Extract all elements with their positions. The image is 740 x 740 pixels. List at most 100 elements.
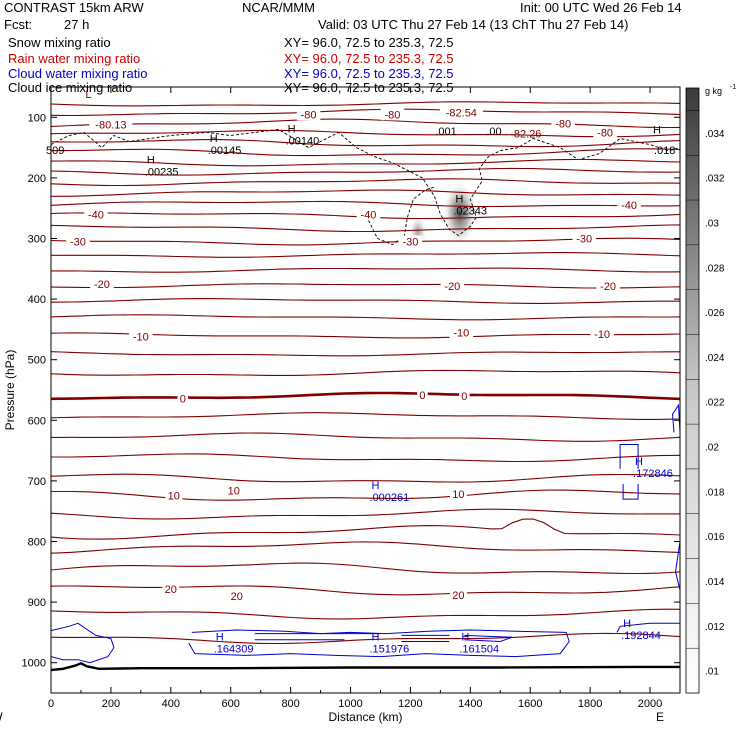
isotherm-label-10: -30 [402, 237, 418, 249]
extremum-mark-9: H [653, 124, 661, 136]
isotherm-label-bg-24 [162, 582, 180, 595]
isotherm-label-16: -10 [453, 327, 469, 339]
isotherm-label-bg-26 [449, 588, 467, 601]
colorbar-tick-label-0: .01 [705, 667, 719, 678]
isotherm-line-17 [51, 298, 680, 304]
isotherm-label-26: 20 [452, 590, 464, 602]
isotherm-label-bg-6 [84, 208, 108, 221]
y-tick-label-6: 700 [28, 476, 46, 488]
extremum-mark-11: H [371, 480, 379, 492]
x-tick-label-5: 1000 [338, 698, 362, 710]
colorbar-tick-label-8: .026 [705, 308, 725, 319]
isotherm-label-11: -30 [576, 234, 592, 246]
isotherm-line-32 [51, 585, 680, 596]
colorbar-tick-label-11: .032 [705, 174, 725, 185]
isotherm-label-8: -40 [621, 200, 637, 212]
isotherm-line-4 [51, 139, 680, 148]
forecast-label: Fcst: [4, 17, 33, 32]
isotherm-line-10 [51, 200, 680, 208]
isotherm-label-bg-21 [165, 489, 183, 502]
isotherm-line-31 [51, 562, 680, 575]
isotherm-label-1: -80 [301, 109, 317, 121]
colorbar-tick-label-4: .018 [705, 487, 725, 498]
cloud-water-contour-8 [619, 444, 639, 469]
isotherm-label-9: -30 [70, 237, 86, 249]
isotherm-label-21: 10 [168, 490, 180, 502]
extremum-value-4: .00145 [208, 145, 242, 157]
isotherm-line-2 [51, 118, 680, 129]
y-tick-label-4: 500 [28, 355, 46, 367]
colorbar-tick-label-7: .024 [705, 353, 725, 364]
isotherm-label-bg-2 [380, 108, 405, 121]
isotherm-label-2: -80 [385, 109, 401, 121]
isotherm-label-24: 20 [165, 584, 177, 596]
isotherm-label-bg-17 [590, 328, 614, 341]
isotherm-label-bg-13 [440, 279, 465, 292]
isotherm-line-30 [51, 541, 680, 554]
isotherm-label-13: -20 [444, 281, 460, 293]
isotherm-label-bg-19 [417, 388, 428, 401]
cloud-water-contour-7 [616, 622, 680, 633]
isotherm-line-5 [51, 148, 680, 157]
cloud-water-contour-11 [674, 541, 680, 591]
extremum-value-2: .00 [486, 126, 501, 138]
isotherm-line-15 [51, 267, 680, 273]
colorbar-tick-label-3: .016 [705, 532, 725, 543]
extremum-value-13: .164309 [214, 644, 254, 656]
axes: 0 200 400 600 800 1000 1200 1400 1600 1800 2000100… [0, 86, 681, 724]
isotherm-line-24 [51, 432, 680, 442]
isotherm-label-bg-15 [129, 330, 153, 343]
isotherm-label-bg-23 [449, 488, 467, 501]
isotherm-line-21 [51, 369, 680, 376]
terrain-dash-1 [368, 186, 435, 246]
isotherm-line-7 [51, 167, 680, 176]
isotherm-label-23: 10 [452, 489, 464, 501]
extremum-value-7: 509 [46, 145, 64, 157]
isotherm-line-29 [51, 518, 680, 540]
colorbar-tick-label-9: .028 [705, 263, 725, 274]
y-tick-label-8: 900 [28, 597, 46, 609]
extremum-value-8: .02343 [453, 205, 487, 217]
colorbar-tick-label-1: .012 [705, 622, 725, 633]
isotherm-label-15: -10 [133, 332, 149, 344]
field-rain-name: Rain water mixing ratio [8, 51, 141, 66]
cloud-water-contours [51, 403, 680, 664]
isotherm-label-17: -10 [594, 329, 610, 341]
isotherm-line-34 [51, 632, 680, 645]
extremum-value-16: .192844 [621, 630, 661, 642]
organization-label: NCAR/MMM [242, 0, 315, 15]
plot-frame [50, 86, 681, 694]
isotherm-line-9 [51, 189, 680, 197]
isotherm-line-3 [51, 129, 680, 138]
isotherm-label-25: 20 [231, 591, 243, 603]
extremum-mark-0: L [85, 89, 91, 101]
isotherm-label-bg-20 [459, 390, 470, 403]
y-tick-label-2: 300 [28, 234, 46, 246]
isotherm-label-19: 0 [419, 390, 425, 402]
x-tick-label-1: 200 [102, 698, 120, 710]
isotherm-line-12 [51, 224, 680, 233]
isotherm-label-bg-12 [90, 277, 114, 290]
y-tick-label-9: 1000 [22, 658, 46, 670]
terrain-ground-line [51, 661, 680, 672]
isotherm-label-0: -80.13 [95, 120, 126, 132]
colorbar-unit-exponent: -1 [730, 84, 736, 91]
extremum-value-11: .000261 [369, 492, 409, 504]
y-tick-label-5: 600 [28, 415, 46, 427]
x-axis-label: Distance (km) [328, 710, 402, 724]
field-cloudwater-xy: XY= 96.0, 72.5 to 235.3, 72.5 [284, 66, 454, 81]
isotherm-line-23 [51, 412, 680, 420]
isotherm-label-3: -82.54 [446, 107, 477, 119]
isotherm-label-bg-10 [398, 235, 423, 248]
isotherm-label-bg-11 [572, 232, 596, 245]
x-tick-label-9: 1800 [578, 698, 602, 710]
isotherm-label-bg-22 [225, 484, 243, 497]
isotherm-line-6 [51, 158, 680, 167]
isotherm-label-bg-9 [66, 235, 90, 248]
cloud-water-contour-6 [464, 634, 513, 643]
isotherm-line-20 [51, 351, 680, 357]
forecast-hours: 27 h [64, 17, 90, 32]
cloud-water-contour-9 [622, 483, 639, 500]
x-tick-label-2: 400 [162, 698, 180, 710]
extremum-mark-4: H [210, 133, 218, 145]
